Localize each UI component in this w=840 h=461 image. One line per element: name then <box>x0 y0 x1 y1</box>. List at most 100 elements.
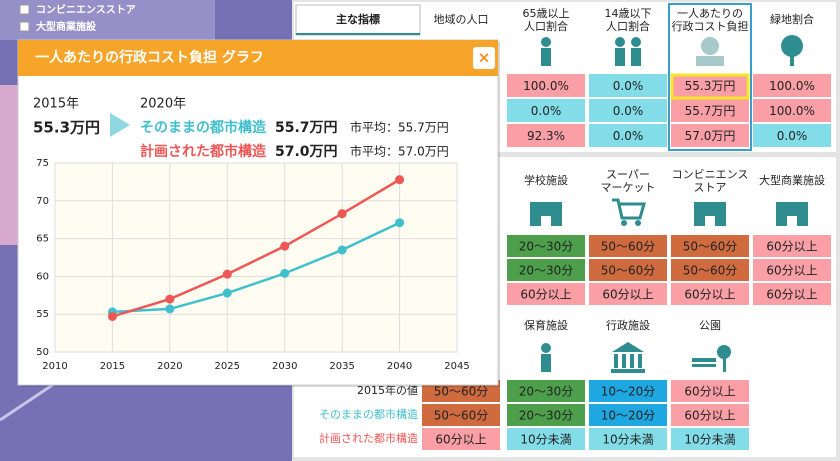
selected-column[interactable] <box>668 3 752 151</box>
popup-header <box>18 40 498 76</box>
data-point <box>222 269 232 279</box>
x-tick-label: 2020 <box>157 361 182 372</box>
cell-bg <box>507 235 585 257</box>
cell-bg <box>589 99 667 122</box>
cell-bg <box>589 235 667 257</box>
data-point <box>165 294 175 304</box>
map-zone <box>0 85 20 245</box>
column-header: 大型商業施設 <box>759 173 825 187</box>
icon-part <box>790 52 794 66</box>
column-header: 地域の人口 <box>434 13 489 26</box>
column-header: 公園 <box>699 319 721 332</box>
column-header: マーケット <box>601 181 656 194</box>
cell-bg <box>589 380 667 402</box>
icon-part <box>701 37 719 55</box>
icon-part <box>696 56 724 66</box>
column-header: ストア <box>694 181 727 194</box>
column-header: 行政施設 <box>606 318 650 332</box>
from-year: 2015年 <box>33 97 79 112</box>
cell-bg <box>753 74 831 97</box>
icon <box>530 202 562 226</box>
tab[interactable] <box>295 4 421 36</box>
icon-part <box>631 48 641 66</box>
cell-value: 60分以上 <box>766 288 817 302</box>
tab-label[interactable]: 主な指標 <box>336 12 380 26</box>
cell-bg <box>507 380 585 402</box>
cell-value: 60分以上 <box>684 288 735 302</box>
icon <box>692 345 731 372</box>
series-line <box>112 221 401 314</box>
cell-bg <box>589 124 667 147</box>
column-header: 14歳以下 <box>605 7 652 20</box>
arrow <box>110 113 130 137</box>
icon-part <box>781 35 803 57</box>
cell-value: 50〜60分 <box>434 385 489 399</box>
icon-part <box>635 220 641 226</box>
cell-value: 20〜30分 <box>519 409 574 423</box>
cell-bg <box>507 404 585 426</box>
cell-value: 50〜60分 <box>601 264 656 278</box>
cell-value: 60分以上 <box>766 264 817 278</box>
series-average: 市平均：55.7万円 <box>350 120 449 135</box>
icon <box>694 202 726 226</box>
icon-part <box>541 48 551 66</box>
column-header: 緑地割合 <box>770 12 814 26</box>
from-value: 55.3万円 <box>33 119 100 137</box>
cell-value: 50〜60分 <box>434 409 489 423</box>
cell-bg <box>671 235 749 257</box>
cell-bg <box>507 283 585 305</box>
cell-value: 100.0% <box>769 104 815 118</box>
icon <box>776 202 808 226</box>
cell-value: 55.7万円 <box>685 104 736 118</box>
checkbox[interactable] <box>19 21 30 32</box>
cell-bg <box>671 124 749 147</box>
cell-bg <box>507 74 585 97</box>
x-tick-label: 2015 <box>100 361 125 372</box>
icon-part <box>631 37 641 47</box>
icon-part <box>705 216 715 226</box>
cell-value: 10分未満 <box>602 433 653 447</box>
icon-part <box>541 343 551 353</box>
icon-part <box>723 358 726 372</box>
icon <box>612 198 646 226</box>
column-header: 保育施設 <box>524 318 568 332</box>
close-button[interactable] <box>473 47 495 69</box>
y-tick-label: 65 <box>36 234 49 245</box>
icon-part <box>630 354 634 368</box>
cell-value: 100.0% <box>523 79 569 93</box>
icon <box>611 342 645 373</box>
cell-bg <box>671 99 749 122</box>
map-legend-bg <box>0 0 215 40</box>
cell-value: 0.0% <box>613 129 644 143</box>
row-label: 2015年の値 <box>357 383 418 397</box>
cell-value: 20〜30分 <box>519 264 574 278</box>
column-header: 65歳以上 <box>523 7 570 20</box>
icon-part <box>787 216 797 226</box>
x-tick-label: 2045 <box>444 361 469 372</box>
icon-part <box>692 364 716 367</box>
cell-value: 20〜30分 <box>519 385 574 399</box>
close-label[interactable]: × <box>478 49 491 67</box>
icon-part <box>611 369 645 373</box>
data-point <box>337 245 347 255</box>
map-road <box>0 378 61 422</box>
cell-bg <box>589 283 667 305</box>
cell-value: 50〜60分 <box>683 264 738 278</box>
cell-value: 57.0万円 <box>685 129 736 143</box>
cell-bg <box>589 259 667 281</box>
row-label: そのままの都市構造 <box>319 407 418 421</box>
x-tick-label: 2025 <box>215 361 240 372</box>
row-label: 計画された都市構造 <box>319 431 418 445</box>
cell-bg <box>753 99 831 122</box>
data-point <box>280 268 290 278</box>
column-header: コンビニエンス <box>672 168 749 181</box>
cell-bg <box>753 259 831 281</box>
icon-part <box>614 354 618 368</box>
cell-bg <box>671 380 749 402</box>
checkbox[interactable] <box>19 4 30 15</box>
cell-value: 0.0% <box>531 104 562 118</box>
cell-value: 50〜60分 <box>601 240 656 254</box>
